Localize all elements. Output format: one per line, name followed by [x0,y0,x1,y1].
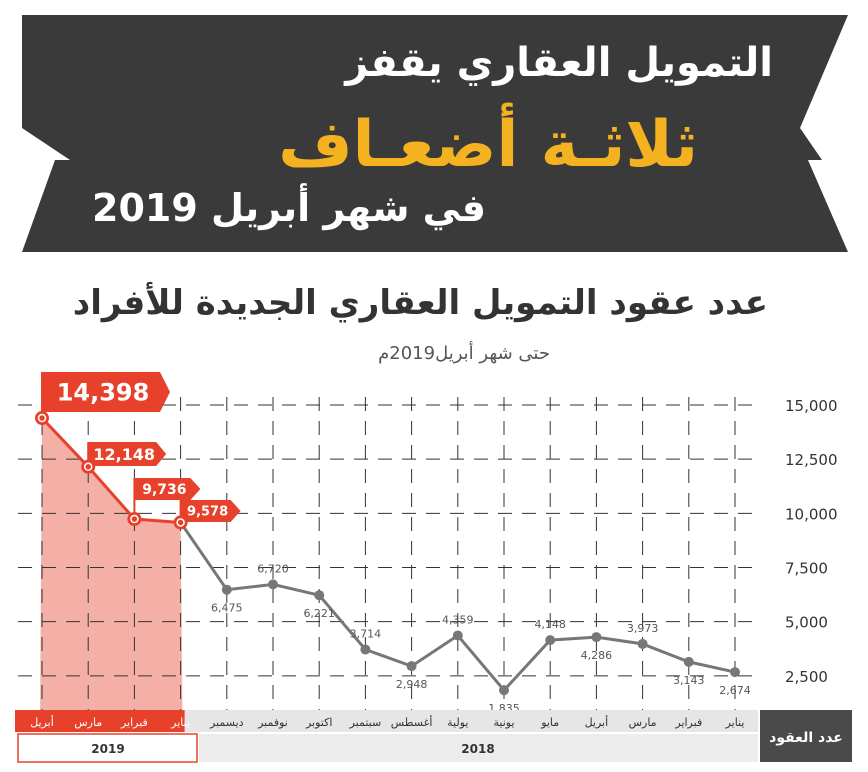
data-label: 14,398 [57,379,150,407]
data-point [591,632,602,643]
data-point [268,579,278,590]
data-label: 2,674 [719,684,751,697]
x-tick-label: مارس [629,716,657,729]
data-point-ring [176,518,185,527]
data-point [81,459,96,474]
data-point [221,584,232,595]
data-label: 6,475 [211,602,243,615]
callout-flag [134,478,201,500]
year-label-2018: 2018 [461,742,494,756]
data-point [127,512,142,527]
data-label: 4,286 [581,649,613,662]
x-tick-label: أبريل [585,715,609,729]
data-label: 2,948 [396,678,428,691]
callout-flag [88,442,167,466]
callout-flag [42,372,170,412]
x-tick-label: ديسمبر [209,716,244,729]
x-tick-label: فبراير [674,716,702,729]
data-label: 12,148 [93,445,155,464]
data-point [452,630,463,641]
year-box-2018 [199,734,758,762]
data-point [545,635,556,646]
x-tick-label: يناير [170,716,190,729]
x-tick-label: يولية [447,716,468,729]
data-point-ring [130,514,139,524]
x-tick-label: يناير [725,716,745,729]
data-point [360,644,371,655]
callout-flag [180,500,241,522]
data-point [637,638,648,649]
chart-title: عدد عقود التمويل العقاري الجديدة للأفراد [72,283,768,323]
data-point [499,685,509,696]
data-point [173,515,188,530]
x-tick-label: نوفمبر [257,716,288,729]
data-point [314,590,325,601]
data-label: 3,973 [627,622,659,635]
chart-subtitle: حتى شهر أبريل2019م [378,343,550,364]
y-tick-label: 2,500 [785,668,828,686]
banner-line-1: التمويل العقاري يقفز [345,40,773,86]
data-point [35,411,49,426]
x-axis-band-2019 [15,710,185,732]
x-tick-label: اكتوبر [305,716,332,729]
data-point-ring [37,413,47,423]
data-point [730,667,740,678]
data-label: 4,148 [534,618,566,631]
x-tick-label: مايو [540,716,559,729]
x-tick-label: أغسطس [391,715,433,729]
x-tick-label: يونية [493,716,514,729]
data-point-ring [83,462,93,472]
series-line-2019 [40,417,181,524]
data-label: 9,736 [142,482,186,498]
y-tick-label: 7,500 [785,560,828,578]
x-tick-label: مارس [74,716,102,729]
banner-line-2: ثلاثـة أضعـاف [278,108,698,182]
banner-line-3: في شهر أبريل 2019 [92,186,486,230]
y-tick-label: 15,000 [785,397,838,415]
data-point [683,656,694,667]
y-tick-label: 10,000 [785,505,838,523]
data-label: 6,720 [257,562,289,575]
y-axis-label: عدد العقود [769,730,843,746]
data-label: 9,578 [187,505,228,520]
data-label: 4,359 [442,614,474,627]
y-tick-label: 12,500 [785,451,838,469]
x-tick-label: فبراير [120,716,148,729]
data-label: 6,221 [303,607,335,620]
banner-lower-band [22,160,848,252]
x-tick-label: أبريل [30,715,54,729]
year-box-2019 [17,733,198,763]
year-label-2019: 2019 [91,742,124,756]
data-point [406,661,417,672]
x-axis-band [18,710,758,732]
data-label: 3,143 [673,674,705,687]
header-banner [22,15,848,252]
x-tick-label: سبتمبر [349,716,382,729]
y-tick-label: 5,000 [785,614,828,632]
highlight-region-2019 [40,418,183,730]
banner-upper-band [22,15,848,160]
y-axis-label-box [760,710,852,762]
data-label: 3,714 [350,628,382,641]
